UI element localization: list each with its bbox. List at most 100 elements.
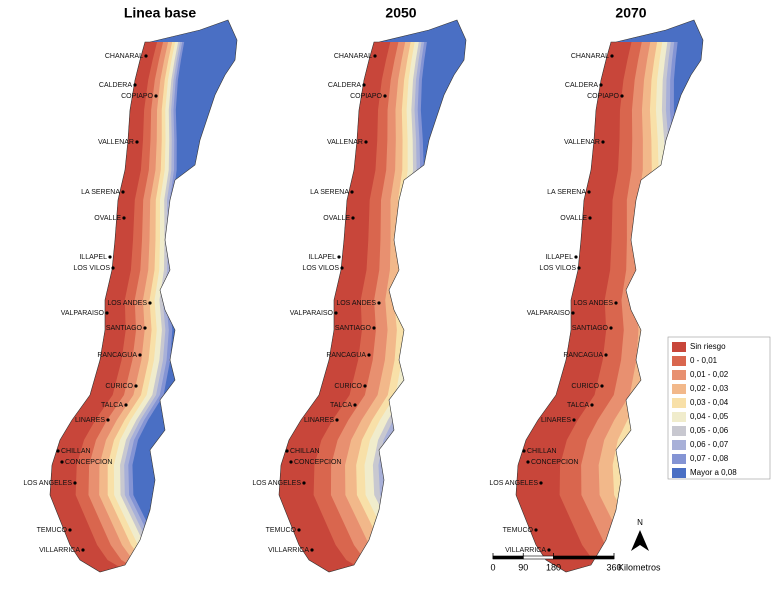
city-dot [337, 255, 341, 259]
legend-swatch [672, 440, 686, 450]
city-dot [148, 301, 152, 305]
city-label: LOS ANDES [573, 300, 613, 307]
city-label: TALCA [101, 402, 123, 409]
city-dot [133, 83, 137, 87]
city-label: VALPARAISO [61, 310, 105, 317]
city-label: VALLENAR [564, 139, 600, 146]
city-label: CHANARAL [571, 53, 609, 60]
scale-label: 360 [606, 562, 621, 572]
city-label: CHILLAN [61, 448, 91, 455]
city-label: CHILLAN [527, 448, 557, 455]
scale-segment [522, 555, 554, 560]
city-label: VILLARRICA [39, 547, 80, 554]
city-label: LA SERENA [81, 189, 120, 196]
legend-swatch [672, 412, 686, 422]
city-label: CURICO [334, 383, 362, 390]
panel-title: 2070 [615, 5, 646, 21]
city-label: RANCAGUA [563, 352, 603, 359]
city-label: COPIAPO [350, 93, 382, 100]
city-dot [135, 140, 139, 144]
legend-swatch [672, 454, 686, 464]
city-dot [121, 190, 125, 194]
city-dot [68, 528, 72, 532]
city-dot [60, 460, 64, 464]
city-label: ILLAPEL [79, 254, 107, 261]
scale-label: 90 [518, 562, 528, 572]
scale-label: 0 [490, 562, 495, 572]
city-label: TEMUCO [266, 527, 297, 534]
city-label: LA SERENA [547, 189, 586, 196]
city-dot [340, 266, 344, 270]
city-dot [122, 216, 126, 220]
city-label: OVALLE [323, 215, 350, 222]
legend-swatch [672, 384, 686, 394]
city-label: LOS ANGELES [252, 480, 301, 487]
legend-label: Mayor a 0,08 [690, 468, 737, 477]
legend-label: 0 - 0,01 [690, 356, 718, 365]
city-dot [522, 449, 526, 453]
city-label: VILLARRICA [505, 547, 546, 554]
legend-label: 0,01 - 0,02 [690, 370, 729, 379]
panel-title: 2050 [385, 5, 416, 21]
city-dot [73, 481, 77, 485]
city-dot [367, 353, 371, 357]
city-label: RANCAGUA [97, 352, 137, 359]
city-label: LA SERENA [310, 189, 349, 196]
city-label: CALDERA [565, 82, 598, 89]
city-dot [353, 403, 357, 407]
city-label: SANTIAGO [106, 325, 143, 332]
region-outline [278, 19, 467, 573]
city-dot [154, 94, 158, 98]
city-label: COPIAPO [121, 93, 153, 100]
city-dot [588, 216, 592, 220]
north-label: N [637, 518, 643, 527]
scale-segment [492, 555, 524, 560]
city-dot [334, 311, 338, 315]
city-dot [372, 326, 376, 330]
city-dot [539, 481, 543, 485]
region-outline [49, 19, 238, 573]
scale-segment [553, 555, 615, 560]
city-label: OVALLE [94, 215, 121, 222]
city-dot [364, 140, 368, 144]
city-dot [108, 255, 112, 259]
city-dot [547, 548, 551, 552]
city-label: COPIAPO [587, 93, 619, 100]
legend-swatch [672, 370, 686, 380]
city-dot [143, 326, 147, 330]
city-label: LINARES [304, 417, 334, 424]
city-label: VALLENAR [98, 139, 134, 146]
city-label: CONCEPCION [65, 459, 112, 466]
city-label: CONCEPCION [531, 459, 578, 466]
city-dot [111, 266, 115, 270]
city-dot [620, 94, 624, 98]
city-label: LOS ANGELES [23, 480, 72, 487]
city-dot [590, 403, 594, 407]
city-dot [335, 418, 339, 422]
city-label: LOS ANGELES [489, 480, 538, 487]
legend-label: 0,03 - 0,04 [690, 398, 729, 407]
legend-label: Sin riesgo [690, 342, 726, 351]
city-label: TALCA [567, 402, 589, 409]
city-dot [297, 528, 301, 532]
legend-label: 0,06 - 0,07 [690, 440, 729, 449]
city-dot [572, 418, 576, 422]
city-label: CURICO [571, 383, 599, 390]
city-dot [124, 403, 128, 407]
city-dot [134, 384, 138, 388]
city-label: CONCEPCION [294, 459, 341, 466]
map-panel [50, 20, 237, 572]
legend-label: 0,07 - 0,08 [690, 454, 729, 463]
city-dot [601, 140, 605, 144]
city-dot [534, 528, 538, 532]
city-label: CALDERA [99, 82, 132, 89]
city-label: SANTIAGO [335, 325, 372, 332]
city-dot [285, 449, 289, 453]
city-label: LOS VILOS [539, 265, 576, 272]
map-panel [516, 20, 703, 572]
city-label: CHANARAL [334, 53, 372, 60]
city-label: RANCAGUA [326, 352, 366, 359]
city-label: OVALLE [560, 215, 587, 222]
legend-label: 0,04 - 0,05 [690, 412, 729, 421]
